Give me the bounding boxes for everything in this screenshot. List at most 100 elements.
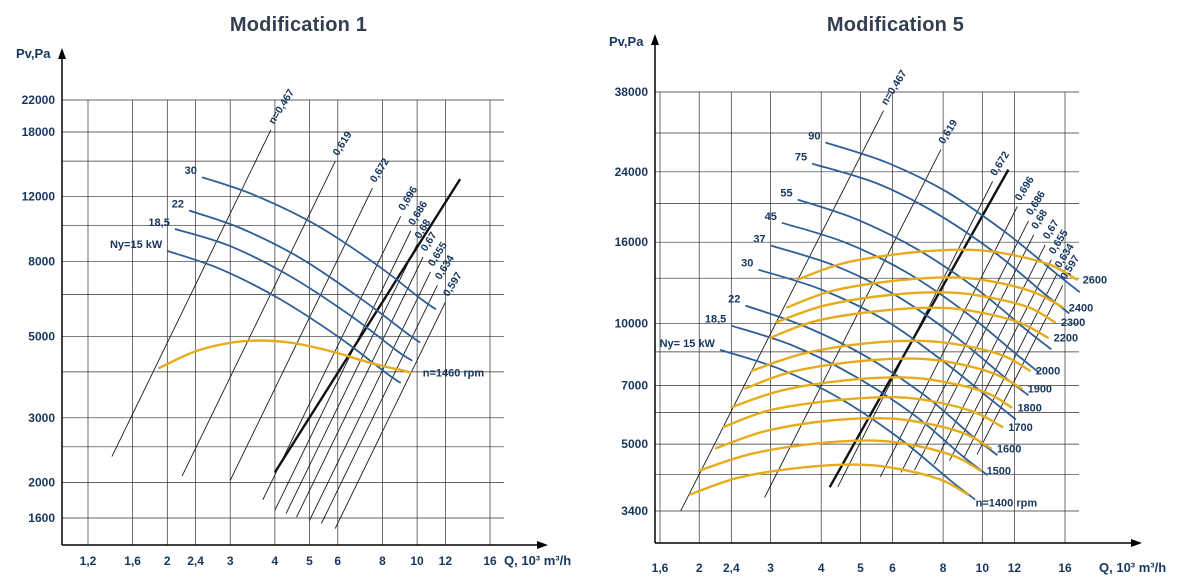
power-curve-label: Ny=15 kW [110, 239, 163, 251]
power-curve-label: 18,5 [705, 314, 726, 326]
power-curves [167, 176, 437, 384]
y-axis-arrow-icon [651, 34, 659, 45]
y-tick-label: 10000 [615, 317, 649, 331]
power-curve-label: 45 [765, 211, 777, 223]
chart-title-modification-1: Modification 1 [229, 14, 368, 36]
rpm-curve-label: 2200 [1054, 333, 1078, 345]
power-curve [770, 244, 1030, 397]
power-curve [188, 209, 421, 344]
axes [654, 42, 1134, 544]
y-tick-label: 1600 [28, 511, 55, 525]
x-axis-title: Q, 10³ m³/h [1099, 560, 1166, 575]
x-tick-label: 6 [334, 554, 341, 568]
x-tick-label: 8 [379, 554, 386, 568]
rated-duty-line [273, 178, 462, 474]
x-tick-label: 5 [306, 554, 313, 568]
power-curve-label: 22 [172, 199, 184, 211]
x-tick-label: 12 [439, 554, 453, 568]
rpm-curve-label: 1700 [1008, 422, 1032, 434]
rpm-curves [158, 339, 412, 374]
rpm-curve [744, 357, 1023, 390]
fan-curve-chart-modification-1: 22000 18000 12000 8000 5000 3000 2000 1600 1,2 1,… [16, 46, 571, 568]
y-tick-label: 2000 [28, 475, 55, 489]
x-tick-label: 10 [976, 561, 990, 575]
y-tick-label: 8000 [28, 254, 55, 268]
rpm-curve [689, 463, 969, 496]
rpm-curve-label: 2600 [1083, 275, 1107, 287]
power-curves [719, 141, 1081, 501]
rpm-curve [714, 417, 993, 450]
x-axis-title: Q, 10³ m³/h [504, 553, 571, 568]
axes [61, 56, 540, 546]
curve-labels: Ny=15 kW 18,522 30 n=1460 rpm n=0,467 0,619 0,… [110, 87, 484, 380]
x-tick-label: 6 [889, 561, 896, 575]
tick-labels: 38000 24000 16000 10000 7000 5000 3400 1,6 2 2,4 3… [609, 34, 1166, 575]
y-tick-label: 3000 [28, 411, 55, 425]
grid-lines [62, 99, 504, 545]
y-tick-label: 5000 [28, 329, 55, 343]
power-curve-label: Ny= 15 kW [660, 338, 716, 350]
x-tick-label: 16 [483, 554, 497, 568]
power-curve [167, 250, 402, 384]
rated-duty-line [828, 169, 1010, 488]
rpm-curve [769, 306, 1049, 339]
x-axis-arrow-icon [537, 541, 548, 549]
y-tick-label: 18000 [22, 125, 56, 139]
power-curve [174, 228, 413, 362]
power-curve-label: 55 [780, 188, 792, 200]
power-curve-label: 22 [728, 294, 740, 306]
y-tick-label: 5000 [621, 437, 648, 451]
y-tick-label: 16000 [615, 235, 649, 249]
y-tick-label: 3400 [621, 504, 648, 518]
rpm-curve [796, 248, 1078, 281]
efficiency-line-label: 0,619 [331, 129, 355, 158]
efficiency-lines [111, 129, 446, 529]
efficiency-line-label: n=0,467 [266, 87, 297, 126]
x-tick-label: 12 [1008, 561, 1022, 575]
power-curve-label: 30 [741, 258, 753, 270]
rpm-curve [158, 339, 412, 374]
x-axis-arrow-icon [1131, 539, 1142, 547]
x-tick-label: 2,4 [187, 554, 204, 568]
power-curve-label: 37 [753, 234, 765, 246]
rpm-curve-label: 1900 [1028, 383, 1052, 395]
y-axis-arrow-icon [58, 48, 66, 59]
rpm-curve-label: n=1400 rpm [976, 497, 1038, 509]
x-tick-label: 2 [696, 561, 703, 575]
power-curve-label: 75 [795, 152, 807, 164]
chart-panel-modification-1: Modification 1 2 2000 18000 12000 8000 5000 30… [16, 14, 571, 568]
power-curve [719, 349, 976, 501]
efficiency-line-label: 0,672 [988, 149, 1012, 178]
rpm-curve [722, 395, 1004, 429]
efficiency-line-label: n=0,467 [879, 68, 910, 107]
rpm-curve [750, 339, 1031, 372]
power-curve [201, 176, 437, 311]
power-curve [825, 141, 1081, 293]
power-curve [731, 324, 989, 476]
rpm-curve [730, 376, 1013, 409]
y-axis-title: Pv,Pa [16, 46, 51, 61]
y-tick-label: 12000 [22, 190, 56, 204]
power-curve-label: 30 [185, 165, 197, 177]
y-tick-label: 38000 [615, 85, 649, 99]
rpm-curve-label: 1800 [1017, 402, 1041, 414]
rpm-curve [786, 276, 1064, 309]
efficiency-line-label: 0,619 [936, 117, 960, 146]
rpm-curve-label: 1500 [987, 466, 1011, 478]
power-curve [758, 268, 1017, 421]
fan-curve-chart-modification-5: 38000 24000 16000 10000 7000 5000 3400 1,6 2 2,4 3… [609, 34, 1166, 575]
rpm-curve-label: 2000 [1036, 366, 1060, 378]
rpm-curve [775, 291, 1056, 324]
x-tick-label: 2 [164, 554, 171, 568]
x-tick-label: 8 [940, 561, 947, 575]
power-curve [781, 221, 1040, 374]
x-tick-label: 4 [818, 561, 825, 575]
power-curve [811, 162, 1070, 315]
tick-labels: 22000 18000 12000 8000 5000 3000 2000 1600 1,2 1,… [16, 46, 571, 568]
x-tick-label: 1,6 [652, 561, 669, 575]
chart-title-modification-5: Modification 5 [826, 14, 965, 36]
rpm-curve-label: n=1460 rpm [423, 368, 485, 380]
rpm-curve-label: 1600 [997, 443, 1021, 455]
x-tick-label: 2,4 [723, 561, 740, 575]
